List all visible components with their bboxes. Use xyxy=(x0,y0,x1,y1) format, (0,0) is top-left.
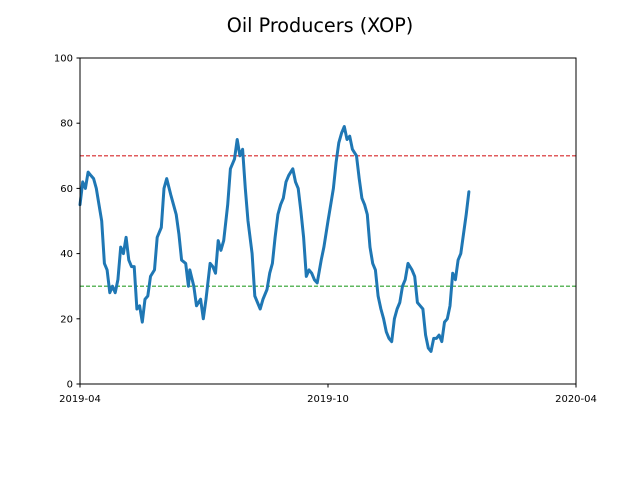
series-line-0 xyxy=(78,125,471,353)
y-tick-label-0: 0 xyxy=(67,380,73,391)
x-tick-label-2: 2020-04 xyxy=(555,394,597,405)
y-tick-label-100: 100 xyxy=(54,54,73,65)
chart-title: Oil Producers (XOP) xyxy=(227,14,414,37)
plot-area: 0 20 40 60 80 100 2019-04 2019-10 2020-04 xyxy=(54,54,597,406)
y-tick-label-20: 20 xyxy=(60,314,73,325)
x-tick-label-1: 2019-10 xyxy=(307,394,349,405)
y-tick-label-40: 40 xyxy=(60,249,73,260)
y-tick-label-60: 60 xyxy=(60,184,73,195)
y-tick-label-80: 80 xyxy=(60,119,73,130)
x-tick-label-0: 2019-04 xyxy=(59,394,101,405)
